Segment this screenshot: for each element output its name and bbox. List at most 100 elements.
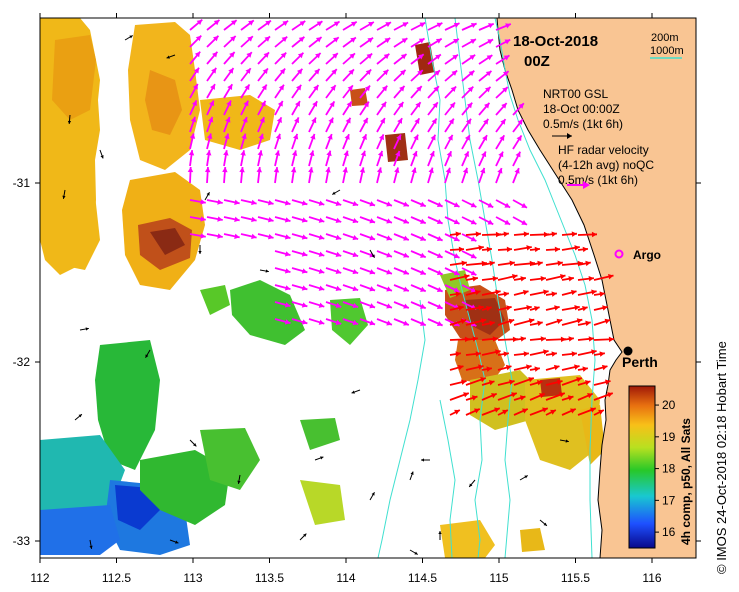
velocity-arrow [274,84,285,99]
velocity-arrow [291,301,308,308]
velocity-arrow [461,86,474,99]
velocity-arrow [427,22,443,31]
y-tick-label: -32 [13,355,31,369]
velocity-arrow [342,284,359,292]
velocity-arrow [351,389,361,394]
x-tick-label: 112.5 [102,571,131,585]
velocity-arrow [204,166,211,184]
velocity-arrow [529,305,540,312]
velocity-arrow [513,318,535,326]
gsl-arrows-black [62,35,569,555]
velocity-arrow [497,379,515,386]
velocity-arrow [512,151,522,167]
velocity-arrow [369,491,375,501]
velocity-arrow [465,318,487,326]
velocity-arrow [545,246,561,253]
velocity-arrow [478,22,495,31]
velocity-arrow [240,216,257,223]
velocity-arrow [449,273,470,281]
velocity-arrow [189,116,197,133]
velocity-arrow [206,19,221,31]
velocity-arrow [205,150,212,167]
velocity-arrow [393,69,407,82]
velocity-arrow [513,395,526,401]
velocity-arrow [359,301,376,309]
velocity-arrow [369,249,375,259]
velocity-arrow [577,349,597,356]
velocity-arrow [593,392,614,401]
velocity-arrow [342,101,353,116]
velocity-arrow [461,38,477,48]
velocity-arrow [497,260,515,267]
velocity-arrow [410,69,424,82]
velocity-arrow [223,133,230,150]
velocity-arrow [561,377,583,386]
velocity-arrow [274,318,291,325]
copyright-label: © IMOS 24-Oct-2018 02:18 Hobart Time [714,341,729,574]
velocity-arrow [274,150,281,167]
velocity-arrow [449,409,461,416]
velocity-arrow [342,117,352,133]
velocity-arrow [325,284,342,292]
velocity-arrow [495,102,508,116]
velocity-arrow [497,392,518,401]
velocity-arrow [359,21,375,31]
velocity-arrow [410,85,423,99]
velocity-arrow [240,19,255,31]
velocity-arrow [331,189,341,195]
velocity-arrow [481,260,495,267]
velocity-arrow [359,101,370,116]
velocity-arrow [198,245,202,254]
velocity-arrow [593,318,611,326]
legend-hf-title: HF radar velocity [558,143,649,157]
velocity-arrow [449,305,464,311]
velocity-arrow [359,68,372,82]
velocity-arrow [461,118,472,133]
velocity-arrow [342,150,349,167]
velocity-arrow [461,70,475,82]
velocity-arrow [325,167,331,184]
velocity-arrow [593,273,614,281]
velocity-arrow [513,408,529,416]
velocity-arrow [257,133,264,150]
sst-patches [40,18,605,558]
velocity-arrow [308,117,317,133]
velocity-arrow [206,216,223,222]
velocity-arrow [481,380,495,386]
velocity-arrow [461,54,476,65]
velocity-arrow [291,117,300,133]
velocity-arrow [223,51,236,65]
velocity-arrow [444,53,459,65]
velocity-arrow [308,84,320,99]
velocity-arrow [274,116,283,133]
velocity-arrow [325,117,334,133]
velocity-arrow [545,273,566,281]
velocity-arrow [481,246,493,253]
velocity-arrow [240,150,246,167]
velocity-arrow [206,83,216,99]
plot-border [39,17,697,559]
velocity-arrow [529,320,543,327]
velocity-arrow [461,284,477,293]
velocity-arrow [539,519,548,527]
velocity-arrow [308,216,325,223]
velocity-arrow [519,475,529,481]
velocity-arrow [529,366,541,372]
velocity-arrow [593,351,606,357]
velocity-arrow [308,284,325,291]
velocity-arrow [308,52,322,65]
velocity-arrow [545,409,557,416]
velocity-arrow [376,318,393,326]
velocity-arrow [67,114,72,125]
colorbar [628,385,656,549]
velocity-arrow [274,133,282,150]
velocity-arrow [495,167,503,184]
velocity-arrow [444,118,455,133]
velocity-arrow [561,336,575,342]
velocity-arrow [449,260,467,267]
velocity-arrow [427,216,443,225]
velocity-arrow [376,250,393,258]
velocity-arrow [497,305,512,311]
velocity-arrow [342,199,359,207]
